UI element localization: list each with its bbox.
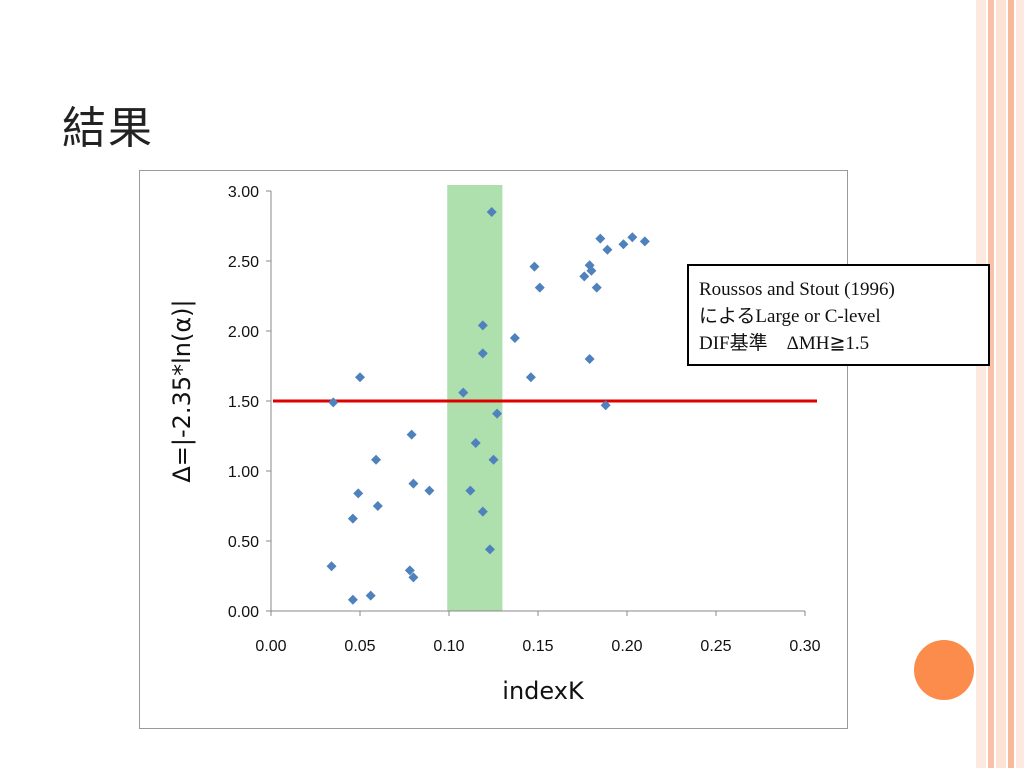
data-point — [347, 513, 358, 524]
x-tick-label: 0.10 — [433, 638, 464, 655]
data-point — [408, 478, 419, 489]
data-point — [372, 501, 383, 511]
x-tick-label: 0.05 — [344, 638, 375, 655]
data-point — [595, 233, 606, 244]
criterion-annotation-box: Roussos and Stout (1996) によるLarge or C-l… — [687, 264, 990, 366]
data-point — [355, 372, 365, 383]
y-tick-label: 0.50 — [228, 534, 259, 551]
y-tick-label: 2.00 — [228, 324, 259, 341]
x-tick-label: 0.30 — [789, 638, 820, 655]
stripe — [1008, 0, 1014, 768]
x-tick-label: 0.00 — [255, 638, 286, 655]
data-point — [584, 354, 595, 364]
data-point — [525, 372, 536, 383]
data-point — [586, 265, 597, 276]
data-point — [618, 239, 629, 250]
annotation-line-2: によるLarge or C-level — [699, 306, 881, 327]
data-point — [404, 565, 415, 576]
data-point — [492, 408, 503, 419]
data-point — [627, 232, 638, 243]
data-point — [470, 438, 481, 448]
x-tick-label: 0.20 — [611, 638, 642, 655]
data-point — [365, 590, 376, 601]
annotation-line-3: DIF基準 ΔMH≧1.5 — [699, 333, 870, 354]
data-point — [371, 454, 382, 465]
annotation-line-1: Roussos and Stout (1996) — [699, 279, 895, 300]
decorative-stripes — [976, 0, 1024, 768]
data-point — [408, 572, 419, 583]
x-axis-title: indexK — [502, 677, 585, 705]
decorative-circle — [914, 640, 974, 700]
data-point — [488, 454, 499, 465]
y-tick-label: 2.50 — [228, 254, 259, 271]
data-point — [477, 506, 488, 517]
data-point — [584, 260, 595, 271]
data-point — [486, 207, 497, 217]
data-point — [424, 485, 435, 496]
scatter-chart: 0.00 0.50 1.00 1.50 2.00 2.50 3.00 0.00 0.05 0.10… — [168, 184, 821, 705]
data-point — [326, 561, 337, 572]
data-point — [591, 282, 602, 293]
data-point — [328, 397, 339, 408]
data-point — [639, 236, 650, 247]
data-point — [477, 348, 488, 359]
x-tick-label: 0.25 — [700, 638, 731, 655]
data-point — [477, 320, 488, 331]
y-tick-label: 0.00 — [228, 604, 259, 621]
data-point — [484, 544, 495, 555]
x-tick-label: 0.15 — [522, 638, 553, 655]
data-point — [458, 387, 469, 398]
data-point — [579, 271, 590, 282]
data-point — [509, 333, 520, 343]
y-tick-label: 1.50 — [228, 394, 259, 411]
stripe — [976, 0, 986, 768]
stripe — [988, 0, 994, 768]
data-point — [534, 282, 545, 293]
chart-frame: 0.00 0.50 1.00 1.50 2.00 2.50 3.00 0.00 0.05 0.10… — [139, 170, 848, 729]
data-point — [347, 594, 358, 605]
stripe — [996, 0, 1006, 768]
highlight-band — [447, 185, 503, 611]
y-axis-title: Δ=|-2.35*ln(α)| — [168, 299, 196, 482]
slide-title: 結果 — [62, 103, 154, 154]
data-point — [600, 400, 611, 411]
y-tick-label: 1.00 — [228, 464, 259, 481]
data-point — [602, 244, 613, 255]
data-point — [353, 488, 364, 499]
data-point — [529, 261, 540, 272]
stripe — [1016, 0, 1024, 768]
data-point — [406, 429, 417, 440]
data-point — [465, 485, 476, 496]
y-tick-label: 3.00 — [228, 184, 259, 201]
